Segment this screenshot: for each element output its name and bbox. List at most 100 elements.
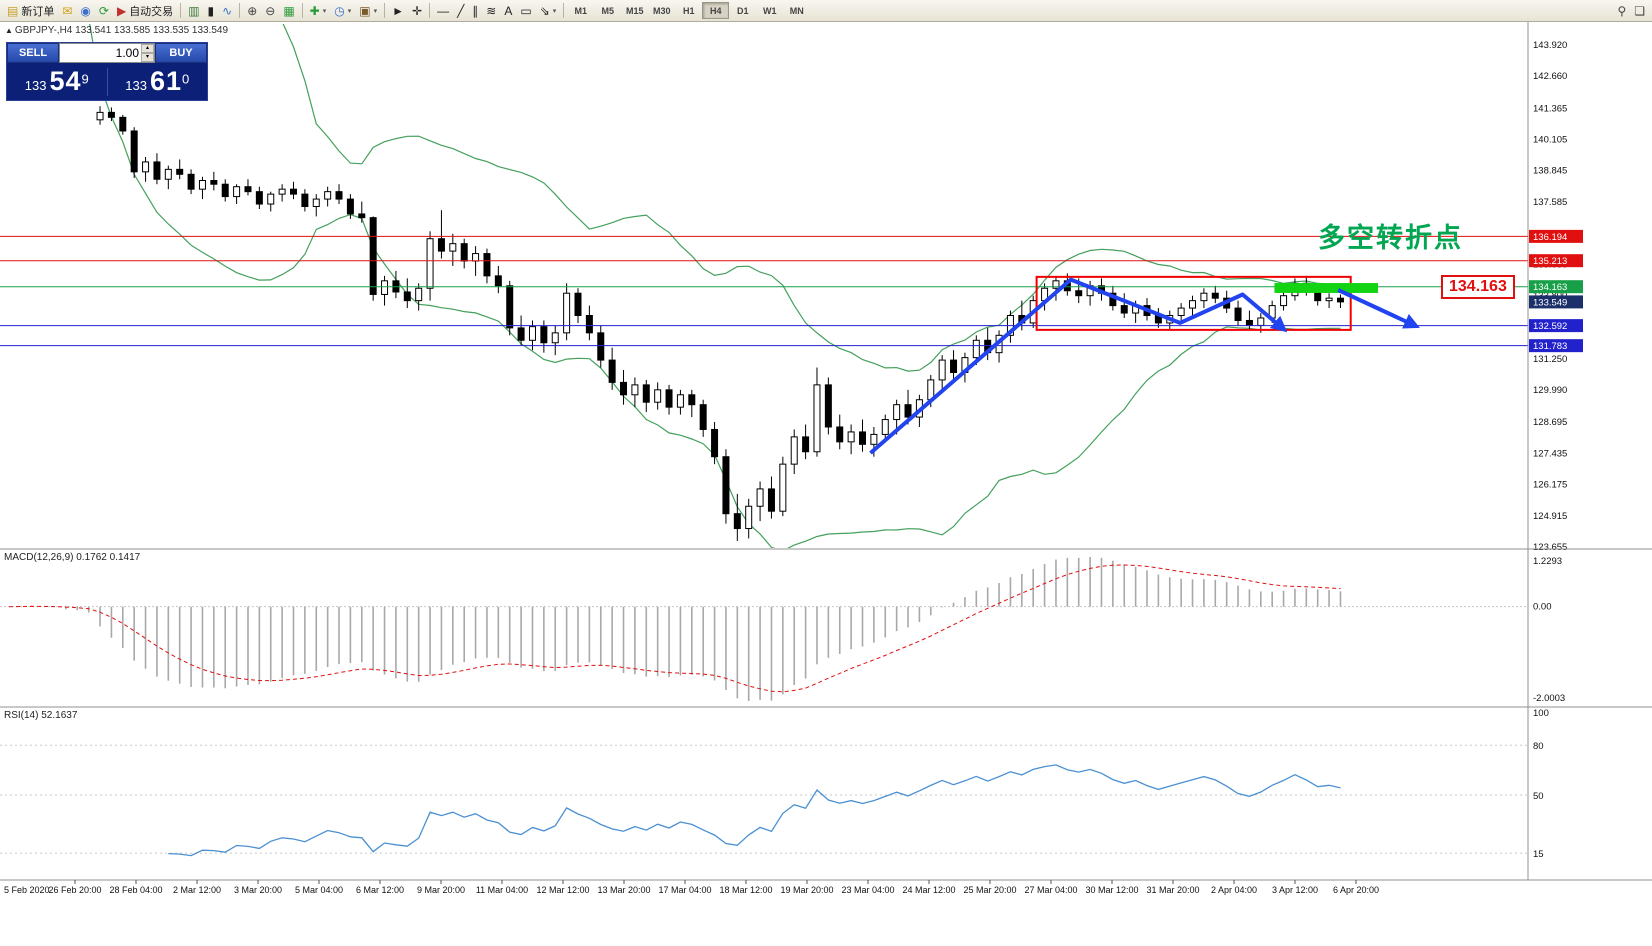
alerts-icon-icon: ✉ [62, 3, 73, 18]
svg-text:142.660: 142.660 [1533, 71, 1567, 82]
svg-text:128.695: 128.695 [1533, 417, 1567, 428]
svg-text:27 Mar 04:00: 27 Mar 04:00 [1024, 885, 1077, 895]
search-icon: ⚲ [1617, 3, 1627, 18]
svg-text:17 Mar 04:00: 17 Mar 04:00 [658, 885, 711, 895]
periods-button[interactable]: ◷ ▾ [330, 2, 355, 20]
tile-windows-button[interactable]: ▦ [279, 2, 298, 20]
alerts-icon-button[interactable]: ✉ [58, 2, 76, 20]
buy-price-big: 61 [149, 66, 182, 96]
svg-text:11 Mar 04:00: 11 Mar 04:00 [476, 885, 528, 895]
timeframe-m5-button[interactable]: M5 [594, 2, 621, 19]
svg-text:131.783: 131.783 [1533, 341, 1567, 352]
crosshair-icon: ✛ [412, 3, 423, 18]
svg-text:138.845: 138.845 [1533, 166, 1567, 177]
horizontal-line-button[interactable]: ― [433, 2, 453, 20]
svg-text:24 Mar 12:00: 24 Mar 12:00 [902, 885, 955, 895]
text-label-icon: ▭ [520, 3, 532, 18]
svg-text:5 Mar 04:00: 5 Mar 04:00 [295, 885, 343, 895]
text-label-button[interactable]: ▭ [516, 2, 535, 20]
community-icon-icon: ◉ [80, 3, 91, 18]
svg-text:9 Mar 20:00: 9 Mar 20:00 [417, 885, 465, 895]
bar-chart-button[interactable]: ▥ [184, 2, 203, 20]
bar-chart-icon: ▥ [188, 3, 200, 18]
svg-text:127.435: 127.435 [1533, 448, 1567, 459]
zoom-in-button[interactable]: ⊕ [243, 2, 261, 20]
svg-text:80: 80 [1533, 741, 1544, 752]
crosshair-button[interactable]: ✛ [408, 2, 426, 20]
volume-decrease-button[interactable]: ▾ [141, 53, 154, 62]
sell-price-big: 54 [49, 66, 82, 96]
refresh-icon-button[interactable]: ⟳ [95, 2, 113, 20]
svg-text:18 Mar 12:00: 18 Mar 12:00 [719, 885, 772, 895]
fibonacci-button[interactable]: ≋ [482, 2, 500, 20]
indicators-button[interactable]: ✚ ▾ [306, 2, 331, 20]
svg-text:1.2293: 1.2293 [1533, 556, 1562, 567]
timeframe-m30-button[interactable]: M30 [648, 2, 675, 19]
volume-spinner: ▴ ▾ [141, 44, 154, 62]
svg-text:50: 50 [1533, 791, 1544, 802]
svg-text:2 Apr 04:00: 2 Apr 04:00 [1211, 885, 1257, 895]
toolbar-separator [180, 3, 182, 18]
new-order-button-label: 新订单 [21, 5, 55, 18]
shapes-button[interactable]: ⇘ ▾ [536, 2, 561, 20]
zoom-in-icon: ⊕ [247, 3, 258, 18]
cursor-icon: ► [392, 3, 404, 18]
svg-text:12 Mar 12:00: 12 Mar 12:00 [536, 885, 589, 895]
text-button[interactable]: A [500, 2, 516, 20]
timeframe-d1-button[interactable]: D1 [729, 2, 756, 19]
templates-button[interactable]: ▣ ▾ [355, 2, 381, 20]
indicators-icon: ✚ [309, 3, 320, 18]
sell-price-prefix: 133 [24, 78, 47, 93]
candlestick-chart-icon: ▮ [207, 3, 215, 18]
cursor-button[interactable]: ► [388, 2, 408, 20]
svg-text:0.00: 0.00 [1533, 602, 1552, 613]
svg-text:6 Mar 12:00: 6 Mar 12:00 [356, 885, 404, 895]
svg-text:143.920: 143.920 [1533, 40, 1567, 51]
svg-text:25 Mar 20:00: 25 Mar 20:00 [963, 885, 1016, 895]
timeframe-m15-button[interactable]: M15 [621, 2, 648, 19]
refresh-icon-icon: ⟳ [98, 3, 109, 18]
svg-text:136.194: 136.194 [1533, 232, 1567, 243]
candlestick-chart-button[interactable]: ▮ [204, 2, 219, 20]
buy-button[interactable]: BUY [155, 43, 207, 63]
svg-text:135.213: 135.213 [1533, 256, 1567, 267]
panel-toggle-button[interactable]: ❏ [1630, 2, 1649, 20]
fibonacci-icon: ≋ [486, 3, 497, 18]
svg-text:140.105: 140.105 [1533, 135, 1567, 146]
line-chart-icon: ∿ [222, 3, 233, 18]
svg-text:3 Mar 20:00: 3 Mar 20:00 [234, 885, 282, 895]
svg-text:132.592: 132.592 [1533, 321, 1567, 332]
timeframe-mn-button[interactable]: MN [783, 2, 810, 19]
new-order-button[interactable]: ▤ 新订单 [3, 2, 58, 20]
line-chart-button[interactable]: ∿ [218, 2, 236, 20]
trendline-button[interactable]: ╱ [453, 2, 468, 20]
svg-text:26 Feb 20:00: 26 Feb 20:00 [48, 885, 101, 895]
svg-text:-2.0003: -2.0003 [1533, 693, 1565, 704]
zoom-out-button[interactable]: ⊖ [261, 2, 279, 20]
channel-button[interactable]: ∥ [468, 2, 482, 20]
timeframe-h4-button[interactable]: H4 [702, 2, 730, 19]
volume-increase-button[interactable]: ▴ [141, 44, 154, 53]
toolbar-separator [239, 3, 241, 18]
timeframe-h1-button[interactable]: H1 [675, 2, 702, 19]
panel-toggle-icon: ❏ [1634, 3, 1645, 18]
tile-windows-icon: ▦ [283, 3, 295, 18]
auto-trading-button[interactable]: ▶ 自动交易 [113, 2, 177, 20]
auto-trading-button-label: 自动交易 [129, 5, 174, 18]
volume-input[interactable] [60, 44, 141, 62]
community-icon-button[interactable]: ◉ [76, 2, 94, 20]
toolbar-right-group: ⚲ ❏ [1613, 2, 1649, 20]
sell-button[interactable]: SELL [7, 43, 59, 63]
timeframe-m1-button[interactable]: M1 [567, 2, 594, 19]
dropdown-caret-icon: ▾ [552, 7, 557, 15]
timeframe-w1-button[interactable]: W1 [756, 2, 783, 19]
toolbar-separator [301, 3, 303, 18]
toolbar-separator [384, 3, 386, 18]
shapes-icon: ⇘ [539, 3, 550, 18]
sell-price-pip: 9 [81, 71, 89, 87]
channel-icon: ∥ [472, 3, 479, 18]
search-button[interactable]: ⚲ [1613, 2, 1630, 20]
auto-trading-icon: ▶ [116, 3, 127, 18]
svg-text:134.163: 134.163 [1533, 282, 1567, 293]
